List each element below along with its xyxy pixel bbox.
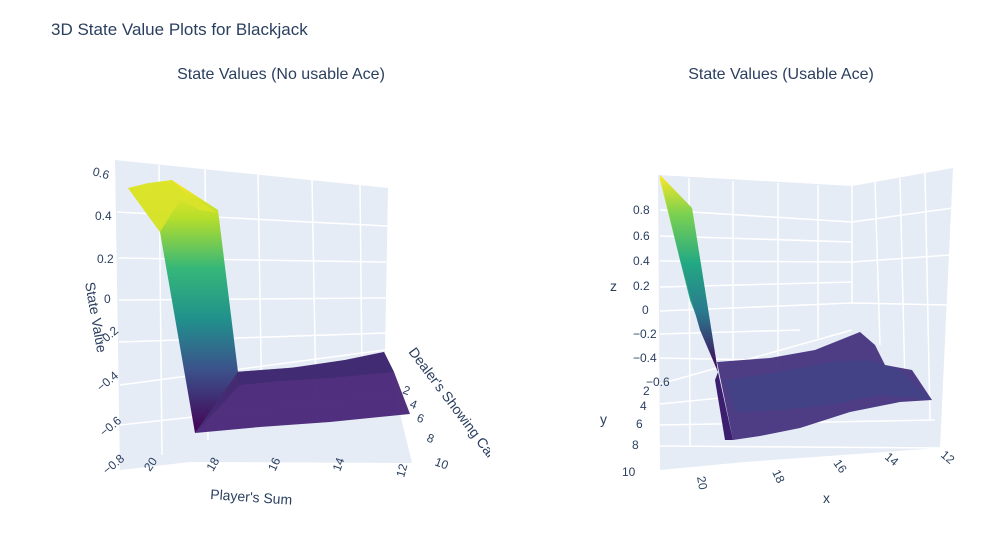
right-surface-cliff-drop — [715, 372, 733, 440]
right-ztick: −0.2 — [633, 327, 657, 341]
left-surface-cliff-shadow — [195, 372, 240, 433]
right-xtick: 16 — [831, 457, 850, 476]
left-surface-top — [128, 180, 218, 232]
right-ytick: 6 — [636, 417, 643, 431]
right-ytick: 10 — [622, 465, 636, 479]
right-ytick: 2 — [643, 384, 650, 398]
right-ytick: 4 — [640, 399, 647, 413]
right-ztick: 0.4 — [633, 254, 650, 268]
right-x-axis-label: x — [823, 490, 830, 506]
left-y-label-clip: Dealer's Showing Card — [406, 344, 505, 468]
right-xtick: 20 — [694, 475, 710, 491]
left-xtick: 18 — [203, 455, 222, 474]
left-ztick: 0.6 — [91, 164, 111, 182]
right-ztick: 0 — [642, 303, 649, 317]
right-ytick: 8 — [632, 438, 639, 452]
right-xtick: 12 — [938, 448, 957, 468]
left-xtick: 14 — [330, 455, 348, 473]
right-ztick: −0.4 — [633, 351, 657, 365]
left-ytick: 4 — [408, 397, 419, 413]
right-y-ticks: 2 4 6 8 10 — [622, 384, 650, 479]
left-y-axis-label: Dealer's Showing Card — [406, 344, 505, 468]
right-ztick: 0.2 — [633, 279, 650, 293]
figure-title: 3D State Value Plots for Blackjack — [51, 20, 308, 39]
right-z-ticks: 0.8 0.6 0.4 0.2 0 −0.2 −0.4 −0.6 — [633, 203, 670, 389]
right-xtick: 14 — [882, 450, 901, 470]
right-subplot-title: State Values (Usable Ace) — [688, 66, 874, 83]
left-xtick: 16 — [265, 455, 283, 473]
left-y-ticks: 2 4 6 8 10 — [401, 383, 451, 473]
right-surface-plateau-ridge — [725, 360, 932, 412]
left-surface[interactable] — [128, 180, 410, 433]
right-ztick: 0.6 — [633, 229, 650, 243]
right-xtick: 18 — [769, 467, 787, 485]
left-ztick: 0.4 — [95, 209, 112, 223]
left-ztick: 0.2 — [97, 252, 114, 266]
left-surface-plateau-ridge — [235, 352, 394, 385]
right-z-axis-label: z — [610, 278, 617, 294]
left-ztick: 0 — [104, 292, 111, 306]
right-scene[interactable]: 0.8 0.6 0.4 0.2 0 −0.2 −0.4 −0.6 z 2 4 6… — [600, 168, 958, 506]
right-y-axis-label: y — [600, 411, 607, 427]
left-ytick: 2 — [401, 383, 412, 399]
right-surface-cliff-face — [660, 175, 718, 372]
left-z-ticks: 0.6 0.4 0.2 0 −0.2 −0.4 −0.6 −0.8 — [91, 164, 127, 477]
left-surface-cliff[interactable] — [128, 180, 238, 433]
left-ztick: −0.4 — [94, 368, 121, 394]
right-ztick: −0.6 — [646, 375, 670, 389]
left-ytick: 8 — [425, 431, 436, 447]
left-scene[interactable]: 0.6 0.4 0.2 0 −0.2 −0.4 −0.6 −0.8 State … — [82, 160, 504, 508]
right-ztick: 0.8 — [633, 203, 650, 217]
left-xtick: 12 — [393, 462, 410, 479]
left-x-axis-label: Player's Sum — [210, 486, 293, 508]
right-surface[interactable] — [660, 175, 932, 440]
left-subplot-title: State Values (No usable Ace) — [177, 66, 385, 83]
left-ytick: 6 — [415, 411, 426, 427]
left-ytick: 10 — [433, 455, 451, 473]
